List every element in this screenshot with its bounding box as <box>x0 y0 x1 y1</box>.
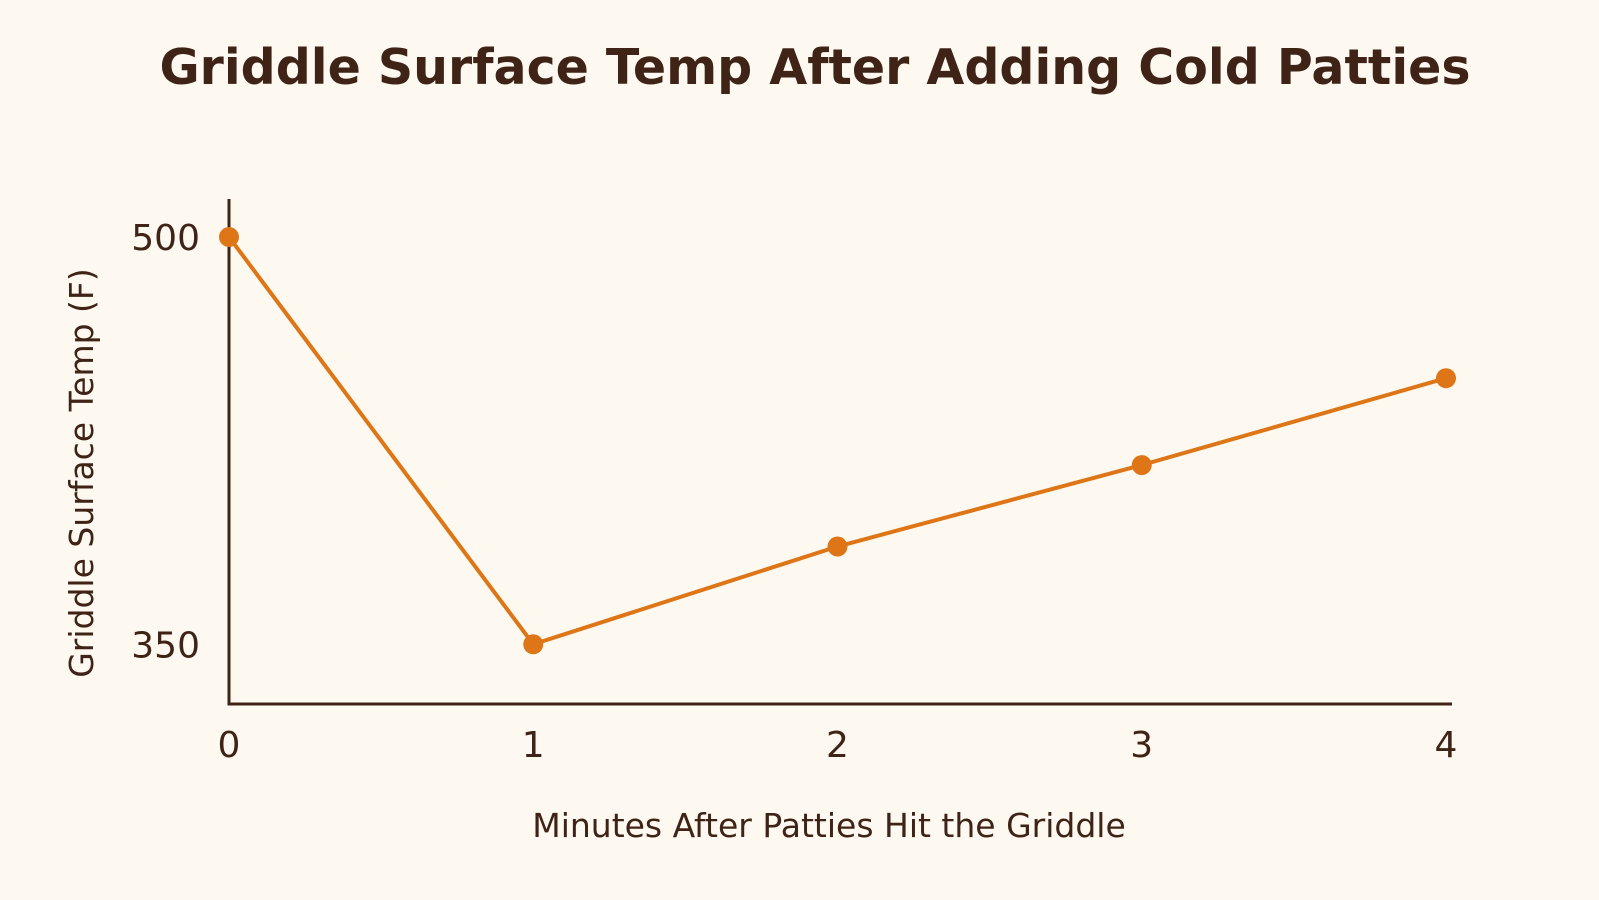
y-tick-label: 500 <box>131 218 200 259</box>
x-tick-labels: 0 1 2 3 4 <box>218 725 1458 766</box>
data-point <box>523 634 544 655</box>
series-layer <box>219 227 1456 655</box>
data-point <box>827 536 848 557</box>
x-tick-label: 2 <box>826 725 849 766</box>
data-point <box>1131 455 1152 476</box>
y-tick-label: 350 <box>131 625 200 666</box>
series-line <box>227 235 1447 647</box>
x-tick-label: 1 <box>522 725 545 766</box>
chart-title: Griddle Surface Temp After Adding Cold P… <box>159 39 1470 96</box>
x-tick-label: 3 <box>1130 725 1153 766</box>
data-point <box>1436 368 1456 389</box>
y-axis-title: Griddle Surface Temp (F) <box>62 268 101 678</box>
x-tick-label: 4 <box>1435 725 1458 766</box>
y-tick-labels: 350 500 <box>131 218 200 666</box>
x-tick-label: 0 <box>218 725 241 766</box>
data-point <box>219 227 239 248</box>
x-axis-title: Minutes After Patties Hit the Griddle <box>532 806 1126 845</box>
